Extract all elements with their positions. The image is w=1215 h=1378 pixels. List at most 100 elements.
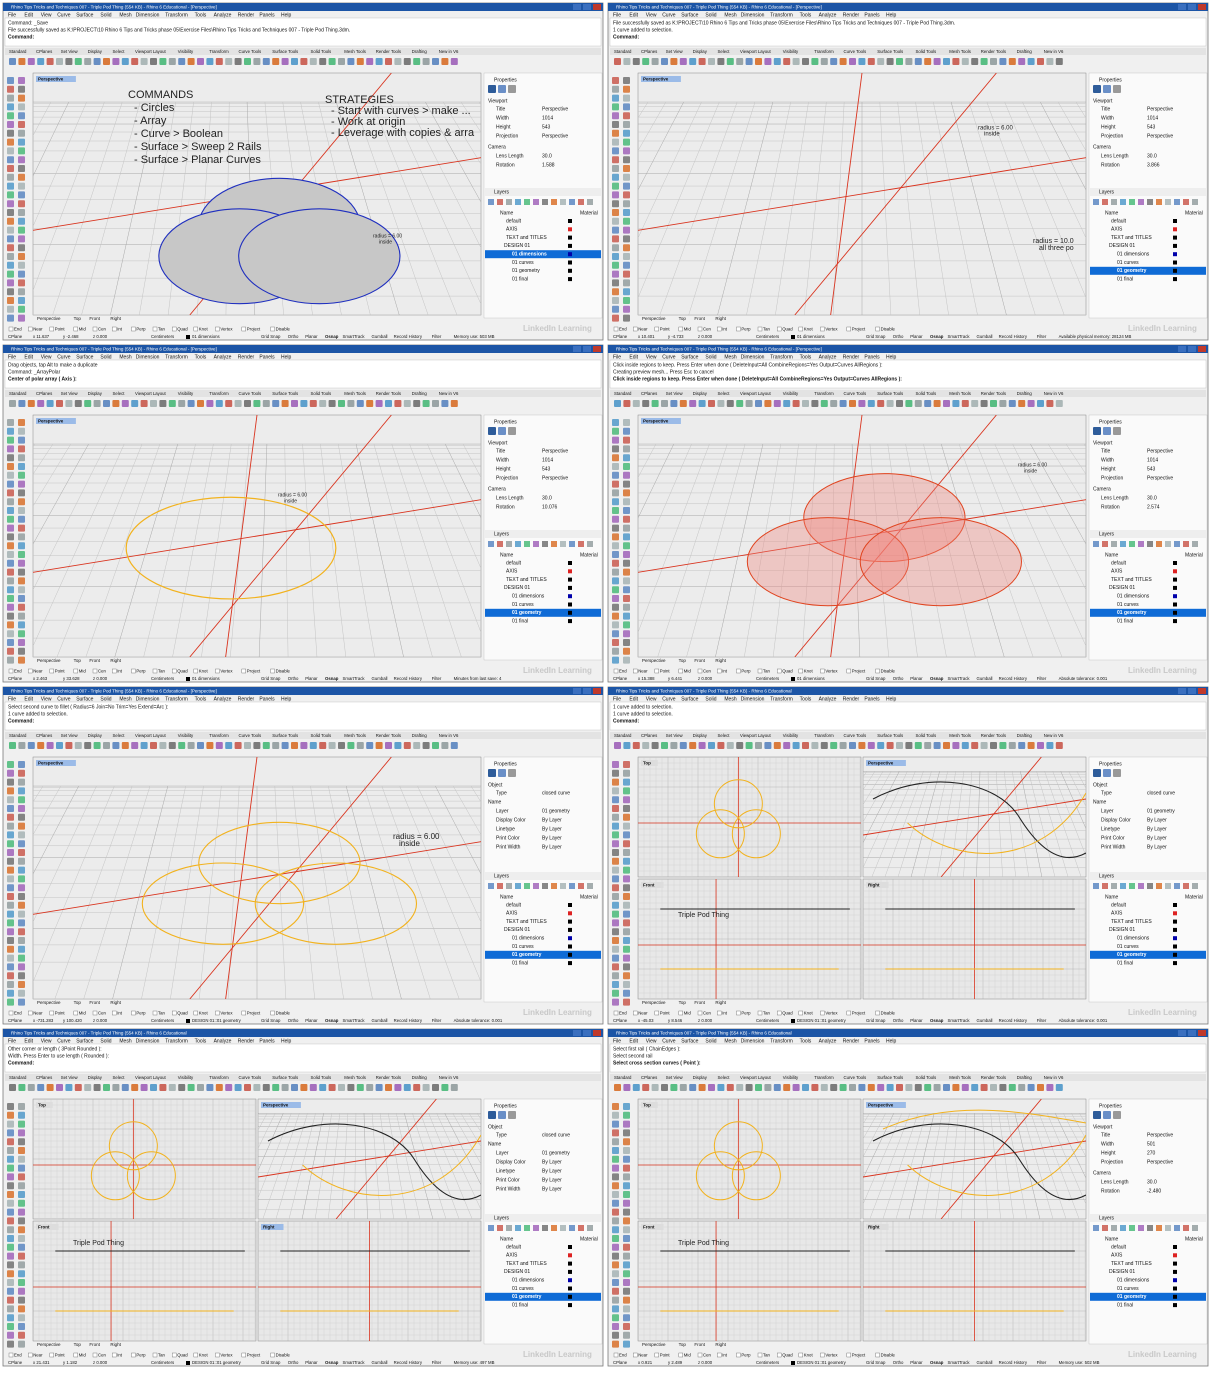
- tool-icon[interactable]: [905, 1084, 913, 1091]
- tool-icon[interactable]: [7, 963, 14, 971]
- menu-item[interactable]: Render: [843, 12, 860, 18]
- tool-icon[interactable]: [319, 58, 327, 65]
- viewport-tab[interactable]: Perspective: [37, 1000, 61, 1005]
- window-button[interactable]: [573, 346, 581, 352]
- tool-icon[interactable]: [736, 58, 744, 65]
- tool-icon[interactable]: [7, 778, 14, 786]
- tool-icon[interactable]: [18, 989, 25, 997]
- osnap-checkbox[interactable]: [193, 1352, 199, 1358]
- tool-icon[interactable]: [9, 58, 16, 65]
- tool-icon[interactable]: [27, 742, 35, 749]
- osnap-checkbox[interactable]: [171, 1352, 177, 1358]
- layer-tool[interactable]: [506, 1225, 512, 1231]
- layer-tool[interactable]: [1165, 883, 1171, 889]
- tool-icon[interactable]: [18, 1199, 25, 1207]
- status-item[interactable]: Grid Snap: [261, 1360, 281, 1365]
- menu-item[interactable]: Edit: [629, 12, 638, 18]
- osnap-label[interactable]: Project: [247, 668, 261, 673]
- osnap-label[interactable]: Int: [117, 1352, 123, 1357]
- tool-icon[interactable]: [18, 1111, 25, 1119]
- window-button[interactable]: [1198, 1030, 1206, 1036]
- tool-icon[interactable]: [7, 77, 14, 84]
- status-item[interactable]: Planar: [910, 1360, 923, 1365]
- tool-icon[interactable]: [300, 1084, 308, 1091]
- tool-icon[interactable]: [7, 893, 14, 900]
- panel-icon[interactable]: [508, 427, 516, 435]
- tool-icon[interactable]: [18, 1243, 25, 1251]
- tool-icon[interactable]: [338, 400, 345, 407]
- tool-icon[interactable]: [612, 94, 619, 102]
- tool-icon[interactable]: [651, 400, 659, 407]
- window-button[interactable]: [593, 4, 601, 10]
- tool-icon[interactable]: [612, 261, 619, 269]
- viewport-label[interactable]: Perspective: [38, 76, 64, 81]
- osnap-checkbox[interactable]: [241, 1352, 247, 1358]
- tool-icon[interactable]: [623, 314, 630, 322]
- tool-icon[interactable]: [623, 226, 630, 234]
- layer-name[interactable]: AXIS: [1111, 569, 1123, 575]
- tool-icon[interactable]: [7, 480, 14, 488]
- tool-icon[interactable]: [623, 85, 630, 93]
- osnap-checkbox[interactable]: [798, 326, 804, 332]
- tool-icon[interactable]: [623, 742, 631, 749]
- tool-icon[interactable]: [792, 400, 800, 407]
- tool-icon[interactable]: [1055, 58, 1063, 65]
- osnap-checkbox[interactable]: [613, 1352, 619, 1358]
- tool-icon[interactable]: [18, 866, 25, 874]
- menu-item[interactable]: Render: [843, 354, 860, 360]
- layer-name[interactable]: 01 final: [1117, 618, 1133, 624]
- tool-icon[interactable]: [858, 58, 866, 65]
- tool-icon[interactable]: [612, 884, 619, 892]
- tool-icon[interactable]: [7, 498, 14, 506]
- layer-name[interactable]: 01 final: [512, 960, 528, 966]
- tool-icon[interactable]: [698, 400, 706, 407]
- menu-item[interactable]: Surface: [76, 12, 93, 18]
- osnap-checkbox[interactable]: [846, 1010, 852, 1016]
- osnap-label[interactable]: Perp: [741, 1352, 751, 1357]
- layer-tool[interactable]: [1147, 883, 1153, 889]
- menu-item[interactable]: File: [613, 354, 621, 360]
- tool-icon[interactable]: [867, 58, 875, 65]
- layer-name[interactable]: default: [1111, 218, 1127, 224]
- tool-icon[interactable]: [187, 400, 195, 407]
- viewport-tab[interactable]: Right: [715, 1342, 726, 1347]
- tool-icon[interactable]: [385, 58, 392, 65]
- tool-icon[interactable]: [612, 813, 619, 821]
- viewport-tab[interactable]: Front: [89, 1000, 100, 1005]
- tool-icon[interactable]: [820, 400, 828, 407]
- tool-icon[interactable]: [7, 822, 14, 830]
- osnap-checkbox[interactable]: [736, 1352, 741, 1358]
- tool-icon[interactable]: [623, 1147, 630, 1154]
- tool-icon[interactable]: [385, 400, 392, 407]
- tool-icon[interactable]: [7, 200, 14, 208]
- tool-icon[interactable]: [811, 58, 819, 65]
- tool-icon[interactable]: [612, 1287, 619, 1295]
- tool-icon[interactable]: [886, 1084, 894, 1091]
- tool-icon[interactable]: [802, 742, 809, 749]
- osnap-label[interactable]: Tan: [158, 1352, 166, 1357]
- viewport-label[interactable]: Right: [868, 882, 880, 887]
- tool-icon[interactable]: [623, 639, 630, 646]
- tool-icon[interactable]: [7, 235, 14, 243]
- panel-icon[interactable]: [488, 769, 496, 777]
- tool-icon[interactable]: [7, 270, 14, 278]
- menu-item[interactable]: Solid: [705, 12, 716, 18]
- osnap-label[interactable]: Vertex: [220, 668, 233, 673]
- layer-tool[interactable]: [569, 199, 575, 205]
- status-item[interactable]: Planar: [305, 334, 318, 339]
- tool-icon[interactable]: [614, 400, 621, 407]
- status-item[interactable]: Grid Snap: [261, 676, 281, 681]
- tool-icon[interactable]: [623, 1164, 630, 1172]
- osnap-checkbox[interactable]: [875, 1352, 880, 1358]
- layer-name[interactable]: TEXT and TITLES: [1111, 235, 1152, 241]
- tool-icon[interactable]: [623, 630, 630, 638]
- menu-item[interactable]: Transform: [165, 1038, 188, 1044]
- toolbar-tab[interactable]: Display: [88, 49, 103, 54]
- layer-tool[interactable]: [1183, 1225, 1189, 1231]
- tool-icon[interactable]: [18, 94, 25, 102]
- tool-icon[interactable]: [623, 147, 630, 155]
- toolbar-tab[interactable]: CPlanes: [36, 733, 52, 738]
- osnap-label[interactable]: Disable: [881, 1010, 896, 1015]
- tool-icon[interactable]: [18, 165, 25, 172]
- viewport-tab[interactable]: Front: [694, 658, 705, 663]
